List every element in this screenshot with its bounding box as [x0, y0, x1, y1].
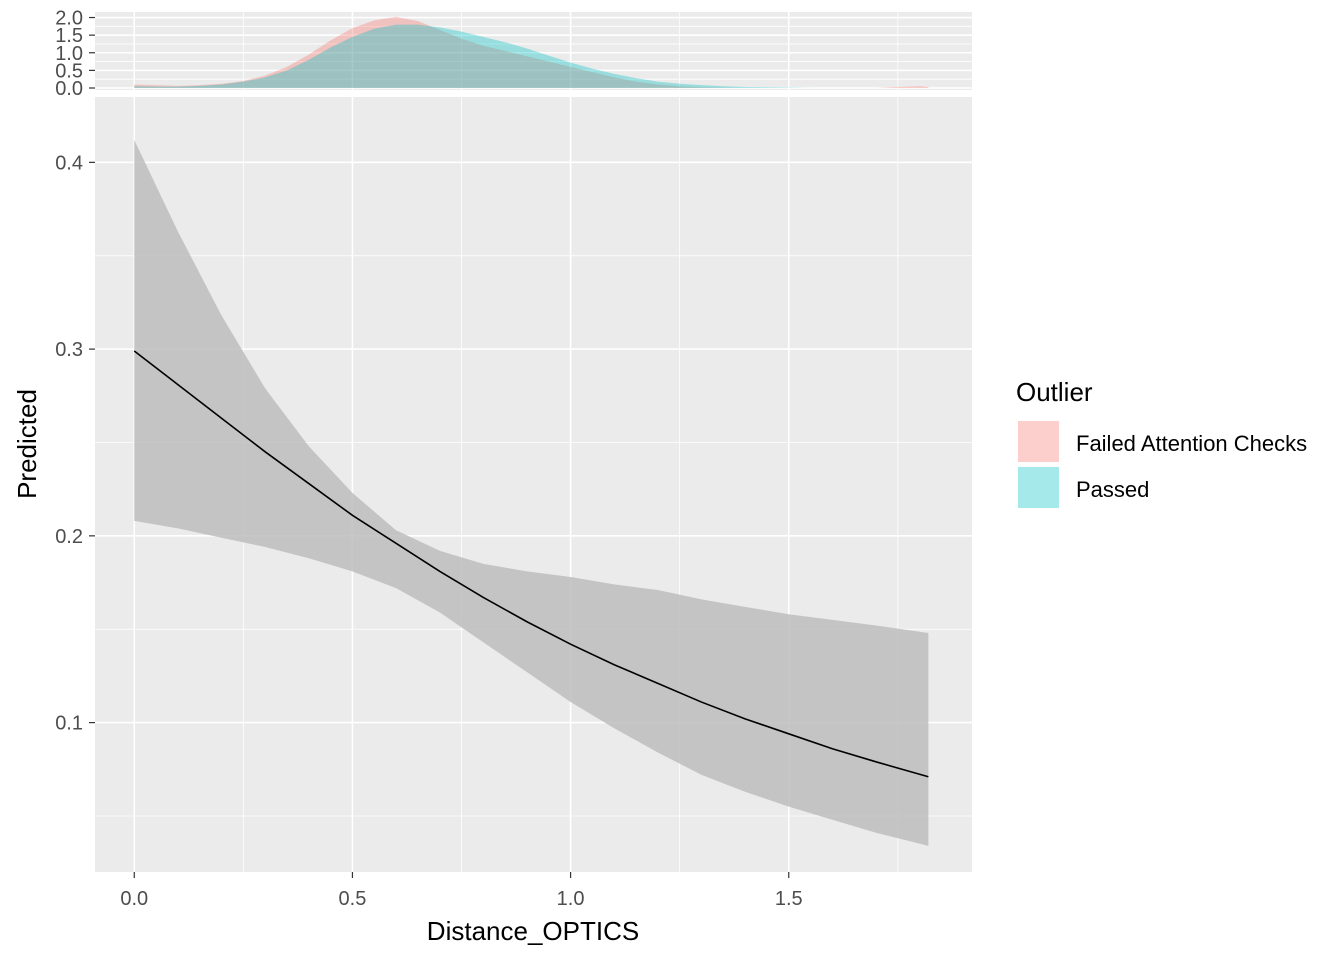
y-axis-title: Predicted — [12, 389, 42, 499]
prediction-line — [133, 350, 929, 778]
legend-swatch-passed — [1016, 465, 1061, 510]
legend-item-passed: Passed — [1016, 465, 1149, 510]
y-tick-label: 0.3 — [55, 339, 83, 361]
legend-title: Outlier — [1016, 377, 1093, 407]
confidence-ribbon — [134, 139, 929, 846]
y-tick-label: 0.2 — [55, 526, 83, 548]
legend-label-passed: Passed — [1076, 477, 1149, 502]
density-areas — [134, 16, 929, 88]
density-gridlines — [95, 12, 972, 90]
density-area-passed — [134, 24, 929, 88]
confidence-ribbon-group — [134, 139, 929, 846]
y-tick-label: 0.4 — [55, 152, 83, 174]
density-panel-background — [95, 12, 972, 90]
legend: Outlier Failed Attention Checks Passed — [1016, 377, 1307, 510]
density-y-tick-label: 0.5 — [55, 60, 83, 82]
x-axis-title: Distance_OPTICS — [427, 916, 639, 946]
density-y-tick-label: 1.5 — [55, 25, 83, 47]
marginal-density-panel: 0.00.51.01.52.0 — [55, 8, 972, 100]
legend-item-failed-attention-checks: Failed Attention Checks — [1016, 419, 1307, 464]
x-tick-label: 0.0 — [120, 888, 148, 910]
y-tick-label: 0.1 — [55, 713, 83, 735]
density-y-tick-label: 2.0 — [55, 8, 83, 30]
density-y-tick-label: 1.0 — [55, 43, 83, 65]
density-area-failed-attention-checks — [134, 16, 929, 88]
x-axis-ticks: 0.0 0.5 1.0 1.5 — [120, 872, 803, 910]
prediction-line-group — [133, 350, 929, 778]
x-tick-label: 0.5 — [339, 888, 367, 910]
x-tick-label: 1.5 — [775, 888, 803, 910]
legend-label-failed-attention-checks: Failed Attention Checks — [1076, 431, 1307, 456]
density-y-tick-label: 0.0 — [55, 78, 83, 100]
legend-swatch-failed-attention-checks — [1016, 419, 1061, 464]
x-tick-label: 1.0 — [557, 888, 585, 910]
prediction-panel: 0.0 0.5 1.0 1.5 0.1 0.2 0.3 0.4 Distance_OPTIC… — [12, 97, 972, 946]
density-y-tick-labels: 0.00.51.01.52.0 — [55, 8, 95, 100]
y-axis-ticks: 0.1 0.2 0.3 0.4 — [55, 152, 95, 735]
